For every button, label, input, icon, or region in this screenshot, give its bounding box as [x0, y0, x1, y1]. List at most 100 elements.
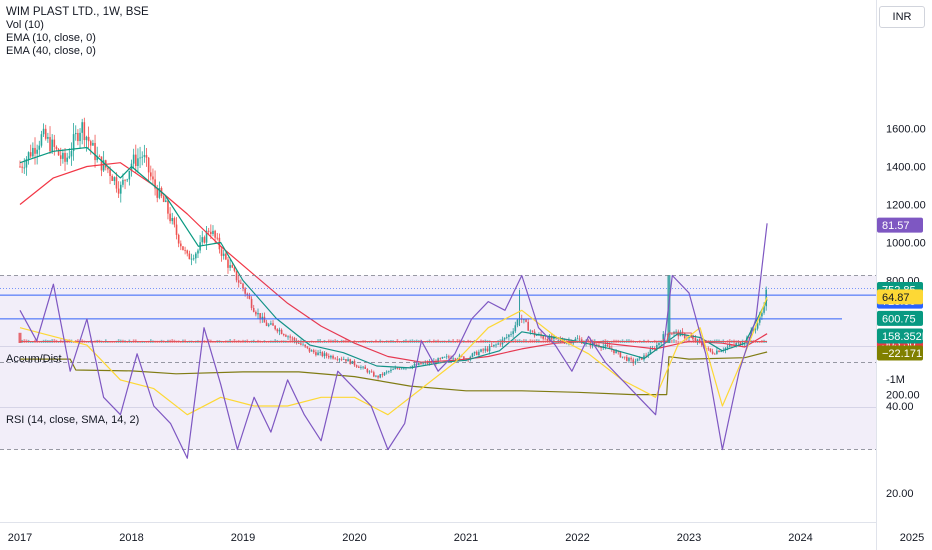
symbol-title[interactable]: WIM PLAST LTD., 1W, BSE — [6, 6, 149, 18]
volume-bar — [636, 341, 639, 343]
candle-body — [167, 200, 169, 214]
candle-body — [287, 336, 289, 338]
volume-bar — [673, 339, 675, 343]
candle-body — [212, 230, 214, 235]
candle-body — [203, 237, 206, 243]
candle-body — [493, 344, 495, 347]
candle-body — [739, 342, 742, 346]
candle-body — [548, 335, 551, 341]
candle-body — [490, 346, 493, 347]
candle-body — [516, 319, 519, 326]
candle-body — [512, 331, 514, 335]
ema40-legend[interactable]: EMA (40, close, 0) — [6, 45, 96, 57]
candle-body — [619, 351, 622, 358]
accum-dist-legend[interactable]: Accum/Dist — [6, 353, 62, 365]
candle-body — [403, 368, 405, 370]
candle-body — [57, 149, 60, 156]
accum-tick-label: -1M — [886, 374, 905, 386]
candle-body — [765, 289, 767, 307]
volume-spike — [18, 332, 22, 343]
volume-bar — [32, 341, 34, 343]
candle-body — [643, 355, 645, 360]
candle-body — [505, 336, 508, 338]
volume-bar — [222, 341, 225, 343]
candle-body — [756, 322, 759, 329]
candle-body — [59, 155, 62, 159]
candle-body — [439, 358, 442, 360]
candle-body — [377, 375, 379, 378]
candle-body — [304, 344, 306, 347]
volume-bar — [398, 341, 401, 343]
vol-legend[interactable]: Vol (10) — [6, 19, 44, 31]
candle-body — [92, 142, 94, 146]
candle-body — [278, 329, 281, 332]
candle-body — [441, 356, 444, 359]
volume-bar — [107, 341, 109, 343]
time-tick-label: 2019 — [231, 532, 255, 544]
volume-bar — [758, 341, 761, 343]
candle-body — [214, 230, 216, 238]
volume-bar — [422, 341, 424, 343]
badge-volume: 158.352K — [882, 331, 930, 343]
volume-bar — [372, 341, 375, 343]
volume-bar — [580, 341, 583, 343]
candle-body — [527, 321, 529, 331]
candle-body — [25, 159, 28, 168]
candle-body — [658, 343, 660, 345]
candle-body — [718, 350, 720, 353]
candle-body — [38, 145, 41, 150]
candle-body — [728, 344, 731, 347]
candle-body — [411, 365, 414, 368]
candle-body — [355, 365, 358, 367]
candle-body — [201, 237, 204, 243]
volume-bar — [102, 341, 105, 343]
candle-body — [182, 246, 184, 251]
volume-bar — [651, 341, 654, 343]
volume-bar — [85, 341, 88, 343]
candle-body — [225, 253, 227, 260]
candle-body — [42, 128, 45, 135]
volume-bar — [430, 341, 433, 343]
candle-body — [484, 348, 487, 351]
volume-bar — [349, 341, 352, 343]
candle-body — [70, 151, 73, 157]
ema40-line — [19, 162, 768, 363]
volume-bar — [366, 341, 369, 343]
volume-bar — [608, 341, 611, 343]
candle-body — [471, 353, 474, 357]
volume-bar — [555, 341, 557, 343]
rsi-line — [19, 223, 768, 459]
candle-body — [621, 356, 624, 358]
candle-body — [128, 170, 131, 180]
volume-bar — [87, 341, 90, 343]
candle-body — [218, 237, 221, 250]
candle-body — [709, 348, 712, 352]
candle-body — [711, 351, 714, 354]
candle-body — [195, 253, 197, 259]
candle-body — [634, 361, 637, 364]
volume-bar — [165, 341, 167, 343]
volume-bar — [595, 341, 598, 343]
candle-body — [692, 337, 695, 339]
candle-body — [523, 319, 525, 321]
currency-button[interactable]: INR — [879, 6, 925, 28]
candle-body — [636, 358, 639, 362]
candle-body — [437, 358, 439, 363]
candle-body — [385, 371, 388, 373]
candle-body — [645, 355, 647, 357]
candle-body — [688, 336, 690, 339]
rsi-tick-label: 20.00 — [886, 488, 914, 500]
ema10-legend[interactable]: EMA (10, close, 0) — [6, 32, 96, 44]
rsi-legend[interactable]: RSI (14, close, SMA, 14, 2) — [6, 414, 140, 426]
volume-bar — [724, 341, 727, 343]
volume-bar — [424, 341, 427, 343]
candle-body — [216, 237, 219, 239]
candle-body — [576, 338, 579, 340]
candle-body — [143, 155, 146, 157]
candle-body — [662, 334, 665, 343]
volume-bar — [493, 341, 495, 343]
price-tick-label: 1400.00 — [886, 162, 926, 174]
candle-body — [360, 367, 362, 368]
time-tick-label: 2024 — [788, 532, 812, 544]
